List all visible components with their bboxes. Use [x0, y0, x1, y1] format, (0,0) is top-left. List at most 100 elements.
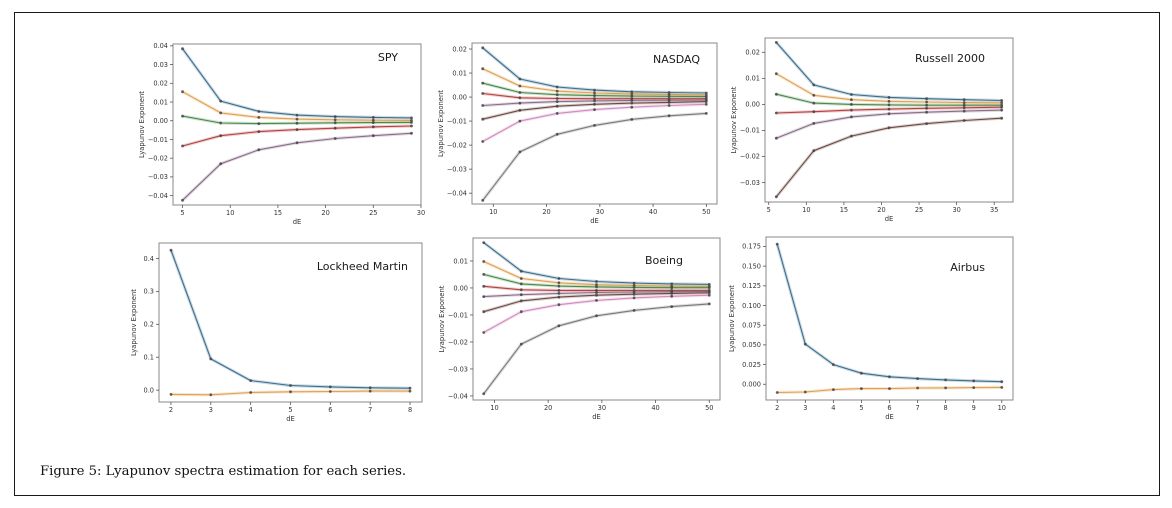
- y-tick-label: −0.01: [448, 311, 468, 319]
- chart-panel-spy: 5 10 15 20 25 30 −0.04 −0.03 −0.02 −0.01 0.00 0.01 0…: [138, 42, 425, 226]
- data-point-gray: [481, 199, 485, 202]
- data-point-gray: [670, 305, 674, 308]
- x-tick-label: 4: [249, 406, 253, 414]
- data-point-green: [555, 93, 559, 97]
- y-tick-label: −0.03: [740, 179, 760, 187]
- x-tick-label: 20: [542, 208, 550, 216]
- x-tick-label: 10: [802, 206, 810, 214]
- x-tick-label: 5: [767, 206, 771, 214]
- data-point-green: [667, 94, 671, 98]
- data-point-orange: [555, 89, 559, 93]
- x-tick-label: 20: [321, 209, 329, 217]
- x-axis-label: dE: [590, 217, 599, 225]
- x-tick-label: 10: [489, 208, 497, 216]
- data-point-red: [593, 97, 596, 101]
- data-point-red: [410, 124, 413, 128]
- x-tick-label: 9: [972, 404, 976, 412]
- y-tick-label: −0.02: [448, 338, 468, 346]
- chart-panel-boeing: 10 20 30 40 50 −0.04 −0.03 −0.02 −0.01 0.00 0.01 dE…: [438, 237, 721, 421]
- data-point-orange: [972, 386, 976, 389]
- data-point-red: [850, 108, 853, 112]
- data-point-brown: [704, 100, 708, 103]
- data-point-purple: [850, 115, 853, 119]
- data-point-blue: [555, 85, 559, 89]
- data-point-orange: [169, 393, 173, 396]
- y-tick-label: 0.01: [153, 98, 168, 106]
- data-point-purple: [295, 141, 299, 145]
- y-axis-label: Lyapunov Exponent: [437, 90, 445, 157]
- chart-panel-nasdaq: 10 20 30 40 50 −0.04 −0.03 −0.02 −0.01 0.00 0.01 0.…: [437, 42, 718, 225]
- data-point-orange: [850, 98, 853, 102]
- data-point-gray: [482, 392, 486, 396]
- data-point-green: [219, 121, 223, 125]
- y-tick-label: −0.01: [148, 136, 168, 144]
- y-tick-label: 0.175: [742, 243, 761, 251]
- data-point-blue: [181, 47, 184, 51]
- y-tick-label: 0.02: [745, 49, 760, 57]
- y-tick-label: 0.04: [153, 42, 168, 50]
- y-tick-label: 0.000: [742, 381, 761, 389]
- data-point-red: [333, 126, 337, 130]
- data-point-orange: [219, 111, 223, 115]
- data-point-orange: [249, 391, 253, 394]
- panel-title: Russell 2000: [915, 52, 985, 65]
- data-point-purple: [557, 292, 561, 295]
- y-tick-label: 0.1: [144, 354, 155, 362]
- data-point-pink: [667, 104, 671, 107]
- data-point-purple: [371, 134, 375, 138]
- data-point-blue: [632, 281, 636, 285]
- data-point-red: [812, 110, 816, 114]
- x-tick-label: 7: [915, 404, 919, 412]
- data-point-gray: [595, 314, 598, 318]
- plot-area-frame: [172, 43, 422, 206]
- data-point-blue: [812, 83, 816, 87]
- x-tick-label: 35: [990, 206, 998, 214]
- data-point-green: [707, 286, 711, 290]
- data-point-red: [371, 125, 375, 129]
- data-point-blue: [832, 363, 835, 366]
- data-point-green: [257, 122, 261, 125]
- x-axis-label: dE: [885, 413, 894, 421]
- data-point-purple: [593, 99, 596, 103]
- data-point-brown: [630, 101, 634, 105]
- data-point-pink: [630, 105, 634, 109]
- data-point-blue: [289, 384, 292, 387]
- data-point-orange: [519, 277, 523, 280]
- y-tick-label: 0.02: [452, 45, 467, 53]
- x-tick-label: 6: [887, 404, 891, 412]
- y-tick-label: 0.125: [742, 282, 761, 290]
- data-point-gray: [707, 302, 711, 306]
- y-tick-label: 0.00: [452, 93, 467, 101]
- data-point-purple: [219, 162, 223, 166]
- data-point-pink: [704, 102, 708, 106]
- data-point-orange: [832, 388, 835, 391]
- data-point-purple: [774, 136, 778, 140]
- x-tick-label: 8: [944, 404, 948, 412]
- data-point-pink: [707, 293, 711, 297]
- data-point-green: [482, 273, 486, 276]
- data-point-brown: [519, 299, 523, 303]
- data-point-brown: [632, 292, 636, 296]
- x-axis-label: dE: [885, 215, 894, 223]
- panel-title: Airbus: [950, 261, 985, 274]
- y-tick-label: 0.00: [453, 284, 468, 292]
- data-point-purple: [555, 100, 559, 103]
- data-point-brown: [667, 101, 671, 104]
- y-tick-label: 0.00: [153, 117, 168, 125]
- data-point-blue: [595, 280, 598, 283]
- data-point-red: [925, 106, 928, 110]
- data-point-green: [410, 121, 413, 124]
- data-point-gray: [555, 132, 559, 136]
- data-point-purple: [595, 291, 598, 294]
- data-point-blue: [670, 282, 674, 286]
- data-point-blue: [593, 88, 596, 92]
- data-point-purple: [518, 101, 522, 105]
- data-point-blue: [888, 375, 891, 379]
- x-tick-label: 20: [544, 404, 552, 412]
- y-tick-label: −0.04: [148, 192, 168, 200]
- data-point-red: [219, 134, 223, 138]
- data-point-blue: [481, 46, 485, 50]
- y-tick-label: 0.03: [153, 61, 168, 69]
- data-point-purple: [519, 293, 523, 297]
- chart-panel-russell-2000: 5 10 15 20 25 30 35 −0.03 −0.02 −0.01 0.00 0.01 0.02…: [730, 37, 1014, 223]
